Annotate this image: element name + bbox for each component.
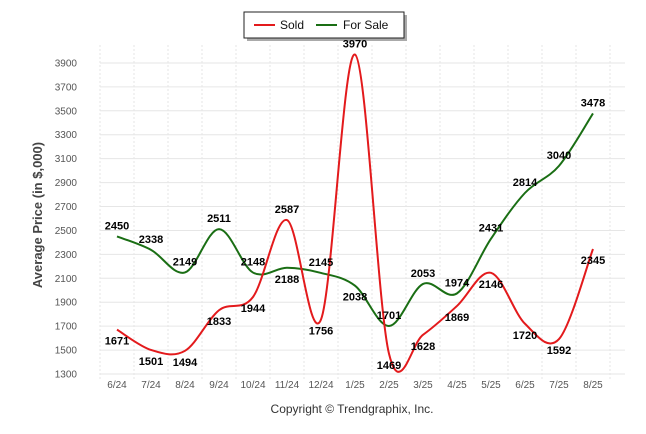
data-label: 2338 (139, 234, 163, 246)
data-label: 3478 (581, 97, 605, 109)
y-tick-label: 2900 (55, 178, 78, 189)
y-axis-ticks: 1300 1500 1700 1900 2100 2300 2500 2700 2900 3100… (55, 58, 78, 380)
data-label: 1756 (309, 325, 333, 337)
x-tick-label: 12/24 (308, 380, 333, 391)
data-label: 3970 (343, 39, 367, 51)
y-tick-label: 1300 (55, 370, 78, 381)
legend-label-for-sale: For Sale (343, 18, 389, 32)
data-label: 2450 (105, 220, 129, 232)
data-label: 2145 (309, 257, 333, 269)
x-tick-label: 8/24 (175, 380, 195, 391)
y-tick-label: 3900 (55, 58, 78, 69)
y-tick-label: 1500 (55, 346, 78, 357)
data-label: 1833 (207, 316, 231, 328)
data-label: 1469 (377, 360, 401, 372)
data-label: 2188 (275, 274, 299, 286)
x-tick-label: 11/24 (275, 380, 300, 391)
x-tick-label: 7/25 (549, 380, 569, 391)
x-tick-label: 1/25 (345, 380, 365, 391)
y-tick-label: 3500 (55, 106, 78, 117)
data-label: 1869 (445, 312, 469, 324)
y-tick-label: 1900 (55, 298, 78, 309)
data-label: 1944 (241, 303, 266, 315)
data-label: 1701 (377, 310, 401, 322)
copyright-text: Copyright © Trendgraphix, Inc. (271, 402, 434, 416)
data-label: 2511 (207, 213, 231, 225)
data-label: 2345 (581, 255, 605, 267)
data-label: 1628 (411, 341, 435, 353)
data-label: 2149 (173, 256, 197, 268)
x-tick-label: 9/24 (209, 380, 229, 391)
x-axis-ticks: 6/24 7/24 8/24 9/24 10/24 11/24 12/24 1/25 2/25 3… (107, 380, 603, 391)
y-axis-label: Average Price (in $,000) (30, 142, 45, 288)
data-label: 1671 (105, 336, 129, 348)
data-label: 2431 (479, 223, 503, 235)
y-tick-label: 3300 (55, 130, 78, 141)
data-label: 1592 (547, 345, 571, 357)
x-tick-label: 4/25 (447, 380, 467, 391)
y-tick-label: 3100 (55, 154, 78, 165)
y-tick-label: 2500 (55, 226, 78, 237)
x-tick-label: 3/25 (413, 380, 433, 391)
series-line-sold (116, 53, 594, 373)
legend: Sold For Sale (243, 11, 407, 41)
data-label: 2053 (411, 268, 435, 280)
x-tick-label: 7/24 (141, 380, 161, 391)
x-tick-label: 2/25 (379, 380, 399, 391)
data-label: 1974 (445, 277, 470, 289)
data-label: 2814 (513, 177, 538, 189)
x-tick-label: 6/24 (107, 380, 127, 391)
data-label: 2146 (479, 279, 503, 291)
data-label: 2148 (241, 257, 265, 269)
data-label: 3040 (547, 150, 571, 162)
x-tick-label: 8/25 (583, 380, 603, 391)
series-lines (116, 53, 594, 373)
data-label: 1501 (139, 356, 163, 368)
x-tick-label: 6/25 (515, 380, 535, 391)
data-label: 2038 (343, 292, 367, 304)
data-labels: 1671 1501 1494 1833 1944 2587 1756 3970 1469 1628… (105, 39, 605, 372)
series-line-for-sale (116, 112, 594, 328)
data-label: 1720 (513, 330, 537, 342)
y-tick-label: 3700 (55, 82, 78, 93)
y-tick-label: 2700 (55, 202, 78, 213)
legend-label-sold: Sold (280, 18, 304, 32)
x-tick-label: 10/24 (240, 380, 265, 391)
data-label: 2587 (275, 204, 299, 216)
y-tick-label: 2300 (55, 250, 78, 261)
data-label: 1494 (173, 357, 198, 369)
y-tick-label: 1700 (55, 322, 78, 333)
x-tick-label: 5/25 (481, 380, 501, 391)
y-tick-label: 2100 (55, 274, 78, 285)
